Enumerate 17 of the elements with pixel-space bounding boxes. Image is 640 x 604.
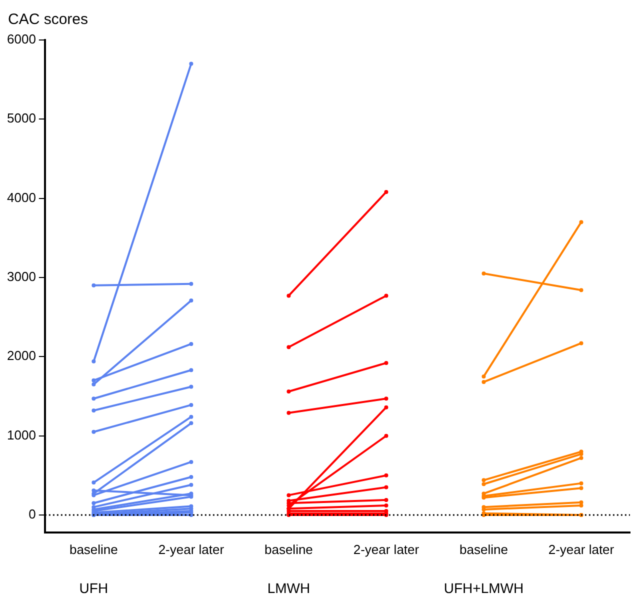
- x-tick-label: 2-year later: [353, 542, 420, 557]
- text: UFH+LMWH: [444, 580, 524, 596]
- x-tick-label: baseline: [264, 542, 313, 557]
- text: UFH: [79, 580, 108, 596]
- x-tick-label: baseline: [69, 542, 118, 557]
- x-tick-label: baseline: [460, 542, 508, 557]
- y-tick-label: 6000: [7, 32, 36, 47]
- y-tick-label: 0: [28, 506, 36, 522]
- y-axis-title: CAC scores: [8, 11, 88, 28]
- y-tick-label: 4000: [7, 190, 36, 205]
- y-tick-label: 3000: [7, 269, 36, 284]
- y-tick-label: 5000: [7, 110, 36, 126]
- x-tick-label: 2-year later: [158, 542, 225, 557]
- text: LMWH: [267, 580, 310, 596]
- y-tick-label: 2000: [7, 348, 36, 364]
- x-tick-label: 2-year later: [548, 542, 615, 557]
- y-tick-label: 1000: [7, 427, 36, 442]
